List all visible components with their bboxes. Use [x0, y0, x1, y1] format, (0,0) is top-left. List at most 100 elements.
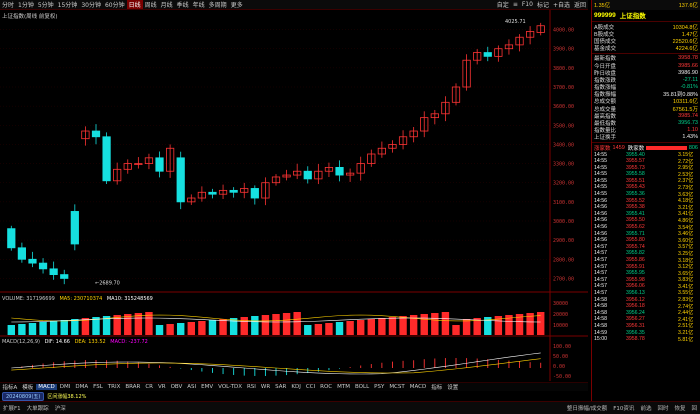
- tick-row[interactable]: 14:58 3956.24 2.44亿: [592, 309, 700, 317]
- bottom-item[interactable]: 回: [691, 406, 697, 412]
- tick-row[interactable]: 14:56 3955.80 3.60亿: [592, 237, 700, 244]
- tick-row[interactable]: 14:56 3955.52 4.18亿: [592, 197, 700, 205]
- period-tab[interactable]: 周线: [144, 2, 157, 9]
- tick-row[interactable]: 14:56 3955.71 3.46亿: [592, 230, 700, 238]
- indicator-tab[interactable]: SAR: [275, 384, 287, 390]
- kline-chart[interactable]: 4000.00 3900.00 3800.00 3700.00 3600.00 3500.…: [0, 0, 588, 381]
- indicator-tab[interactable]: MACD: [409, 384, 427, 390]
- tick-row[interactable]: 14:55 3955.58 2.53亿: [592, 171, 700, 178]
- tick-row[interactable]: 15:00 3958.78 5.81亿: [592, 336, 700, 343]
- indicator-tab[interactable]: ROC: [320, 384, 333, 390]
- period-tab[interactable]: 1分钟: [18, 2, 34, 9]
- indicator-tab[interactable]: VR: [157, 384, 166, 390]
- tick-row[interactable]: 14:57 3955.86 3.18亿: [592, 257, 700, 264]
- tick-row[interactable]: 14:58 3956.27 2.41亿: [592, 316, 700, 323]
- tick-volume: 2.53亿: [678, 171, 694, 178]
- tick-volume: 3.15亿: [678, 152, 694, 158]
- tick-row[interactable]: 14:57 3955.82 3.25亿: [592, 250, 700, 257]
- bottom-item[interactable]: 沪深: [54, 406, 66, 412]
- bottom-item[interactable]: 前选: [640, 406, 652, 412]
- indicator-tab[interactable]: DMI: [59, 384, 71, 390]
- tick-time: 14:58: [594, 316, 607, 323]
- tick-row[interactable]: 14:58 3956.18 2.74亿: [592, 303, 700, 310]
- candle-body: [218, 189, 228, 195]
- indicator-tab[interactable]: DMA: [75, 384, 89, 390]
- bottom-item[interactable]: 大单跟踪: [26, 406, 49, 412]
- indicator-tab[interactable]: PSY: [374, 384, 385, 390]
- indicator-tab[interactable]: ASI: [187, 384, 197, 390]
- toolbar-action[interactable]: 标记: [536, 2, 549, 9]
- tick-row[interactable]: 14:59 3956.35 3.21亿: [592, 329, 700, 337]
- tick-row[interactable]: 14:57 3955.91 3.12亿: [592, 263, 700, 271]
- volume-bar: [357, 320, 365, 335]
- period-tab[interactable]: 日线: [126, 0, 143, 9]
- indicator-tab[interactable]: CCI: [305, 384, 316, 390]
- tick-row[interactable]: 14:56 3955.62 3.54亿: [592, 224, 700, 231]
- period-tab[interactable]: 15分钟: [57, 2, 78, 9]
- bottom-item[interactable]: 扩展F1: [3, 406, 21, 412]
- bottom-item[interactable]: 回时: [657, 406, 669, 412]
- tick-list[interactable]: 14:55 3955.40 3.15亿 14:55 3955.57 2.72亿 14:55 3…: [592, 151, 700, 343]
- quote-key: 基金成交: [594, 46, 617, 53]
- period-tab[interactable]: 多周期: [208, 2, 227, 9]
- tick-row[interactable]: 14:56 3955.38 3.21亿: [592, 204, 700, 211]
- indicator-tab[interactable]: WR: [260, 384, 271, 390]
- high-marker: 4025.71: [505, 19, 526, 25]
- tick-row[interactable]: 14:55 3955.57 2.72亿: [592, 158, 700, 165]
- indicator-tab[interactable]: VOL-TDX: [218, 384, 242, 390]
- period-tab[interactable]: 5分钟: [37, 2, 54, 9]
- candle-body: [346, 172, 355, 176]
- tick-row[interactable]: 14:57 3955.95 3.65亿: [592, 270, 700, 277]
- tick-row[interactable]: 14:55 3955.40 3.15亿: [592, 151, 700, 159]
- quote-key: 指数涨跌: [594, 77, 617, 84]
- bottom-item[interactable]: 整日振幅/成交额: [566, 406, 608, 412]
- tick-row[interactable]: 14:57 3955.74 3.57亿: [592, 243, 700, 251]
- tick-time: 14:55: [594, 164, 607, 171]
- indicator-tab[interactable]: 指标: [431, 385, 443, 391]
- indicator-tab[interactable]: MACD: [35, 384, 58, 390]
- bottom-item[interactable]: 恢复: [674, 406, 686, 412]
- volume-bar: [505, 315, 513, 335]
- candle-body: [134, 163, 143, 165]
- indicator-tab[interactable]: CR: [145, 384, 153, 390]
- period-tab[interactable]: 30分钟: [81, 2, 101, 9]
- tick-row[interactable]: 14:56 3955.41 3.41亿: [592, 210, 700, 218]
- indicator-tab[interactable]: 模板: [22, 385, 34, 391]
- tick-row[interactable]: 14:57 3956.13 3.55亿: [592, 289, 700, 297]
- tick-row[interactable]: 14:57 3956.06 3.41亿: [592, 283, 700, 290]
- tick-row[interactable]: 14:58 3956.31 2.51亿: [592, 322, 700, 330]
- tick-row[interactable]: 14:57 3955.98 3.83亿: [592, 276, 700, 284]
- indicator-tab[interactable]: TRIX: [107, 384, 121, 390]
- toolbar-action[interactable]: +自选: [552, 2, 570, 9]
- index-code: 999999: [594, 11, 616, 19]
- tick-row[interactable]: 14:55 3955.73 2.95亿: [592, 164, 700, 172]
- indicator-tab[interactable]: EMV: [201, 384, 214, 390]
- indicator-tab[interactable]: 设置: [447, 385, 459, 391]
- period-tab[interactable]: 月线: [160, 2, 173, 9]
- indicator-tab[interactable]: MCST: [389, 384, 405, 390]
- indicator-tab[interactable]: 指标A: [2, 385, 18, 391]
- indicator-tab[interactable]: RSI: [246, 384, 256, 390]
- bottom-item[interactable]: F10资讯: [613, 406, 635, 412]
- indicator-tab[interactable]: FSL: [93, 384, 103, 390]
- indicator-tab[interactable]: MTM: [337, 384, 350, 390]
- period-tab[interactable]: 季线: [176, 2, 189, 9]
- period-tab[interactable]: 分时: [2, 2, 15, 9]
- indicator-tab[interactable]: OBV: [170, 384, 183, 390]
- period-tab[interactable]: 60分钟: [104, 2, 125, 9]
- tick-row[interactable]: 14:55 3955.36 3.63亿: [592, 191, 700, 198]
- period-tab[interactable]: 更多: [230, 2, 243, 9]
- tick-row[interactable]: 14:55 3955.43 2.73亿: [592, 184, 700, 191]
- tick-price: 3955.43: [626, 184, 645, 191]
- tick-row[interactable]: 14:56 3955.50 4.86亿: [592, 217, 700, 224]
- period-tab[interactable]: 年线: [192, 2, 205, 9]
- tick-row[interactable]: 14:55 3955.51 2.37亿: [592, 177, 700, 185]
- indicator-tab[interactable]: KDJ: [291, 384, 301, 390]
- tick-row[interactable]: 14:58 3956.12 2.83亿: [592, 296, 700, 304]
- toolbar-action[interactable]: 返回: [573, 2, 586, 9]
- toolbar-action[interactable]: 自定: [496, 2, 509, 9]
- indicator-tab[interactable]: BOLL: [355, 384, 370, 390]
- toolbar-action[interactable]: ≡: [512, 1, 518, 8]
- toolbar-action[interactable]: F10: [521, 1, 533, 8]
- indicator-tab[interactable]: BRAR: [125, 384, 141, 390]
